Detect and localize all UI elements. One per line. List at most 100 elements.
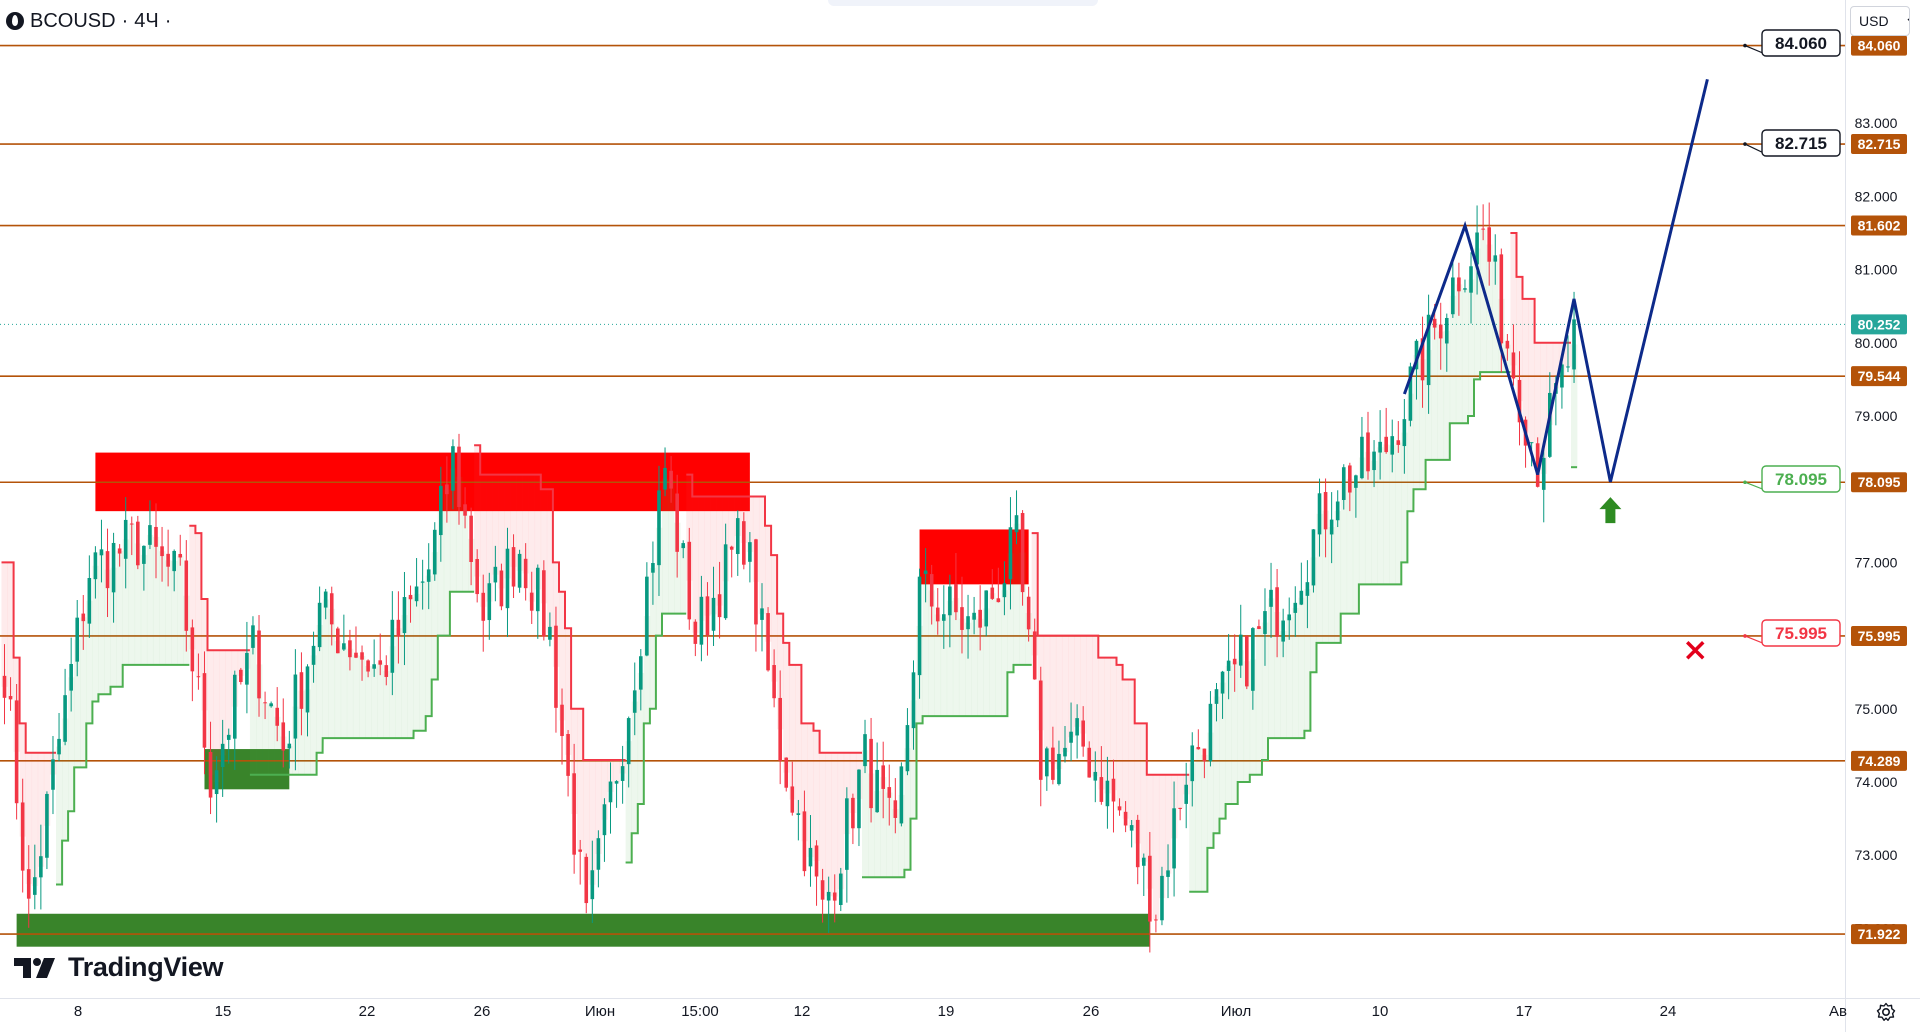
candle[interactable] <box>208 721 213 815</box>
candle[interactable] <box>1511 324 1516 386</box>
candle[interactable] <box>493 545 498 602</box>
tradingview-logo[interactable]: TradingView <box>14 952 224 983</box>
candle[interactable] <box>572 743 576 874</box>
current-price-badge[interactable]: 80.252 <box>1851 314 1907 335</box>
candle[interactable] <box>1275 569 1279 658</box>
candle[interactable] <box>675 474 679 578</box>
candle[interactable] <box>1160 866 1164 926</box>
trailing-stop-line-up[interactable] <box>862 663 1032 879</box>
candle[interactable] <box>893 778 898 834</box>
candle[interactable] <box>1014 490 1019 545</box>
candle[interactable] <box>1117 798 1122 816</box>
demand-zone[interactable] <box>204 749 290 790</box>
candle[interactable] <box>711 566 716 646</box>
candle[interactable] <box>1517 351 1522 446</box>
candle[interactable] <box>148 500 152 550</box>
candle[interactable] <box>1438 302 1443 370</box>
candle[interactable] <box>590 840 595 923</box>
candle[interactable] <box>820 868 825 923</box>
level-price-badge[interactable]: 74.289 <box>1851 750 1907 771</box>
candle[interactable] <box>972 596 976 635</box>
candle[interactable] <box>505 527 510 637</box>
candle[interactable] <box>1148 831 1152 953</box>
candle[interactable] <box>1123 801 1128 833</box>
candle[interactable] <box>1305 560 1310 629</box>
candle[interactable] <box>1481 204 1485 241</box>
candle[interactable] <box>917 568 922 699</box>
candle[interactable] <box>1281 608 1285 658</box>
candle[interactable] <box>390 591 395 696</box>
candle[interactable] <box>1257 619 1261 630</box>
candle[interactable] <box>196 653 201 690</box>
candle[interactable] <box>348 629 352 671</box>
candle[interactable] <box>1463 279 1467 293</box>
candle[interactable] <box>1154 914 1158 933</box>
candle[interactable] <box>257 615 261 717</box>
candle[interactable] <box>602 798 607 862</box>
candle[interactable] <box>129 516 134 556</box>
candle[interactable] <box>105 528 110 618</box>
level-price-badge[interactable]: 81.602 <box>1851 215 1907 236</box>
candle[interactable] <box>1293 586 1298 637</box>
candle[interactable] <box>245 621 249 714</box>
candle[interactable] <box>329 586 334 646</box>
candle[interactable] <box>1475 205 1479 295</box>
candle[interactable] <box>378 633 383 676</box>
candle[interactable] <box>1372 440 1376 488</box>
candle[interactable] <box>996 567 1001 603</box>
candle[interactable] <box>869 717 873 823</box>
candle[interactable] <box>1396 421 1401 453</box>
candle[interactable] <box>342 614 346 652</box>
candle[interactable] <box>523 543 528 601</box>
candle[interactable] <box>814 840 819 906</box>
trailing-stop-line-up[interactable] <box>625 612 687 864</box>
price-callout[interactable]: 78.095 <box>1743 465 1841 493</box>
trailing-stop-line-down[interactable] <box>686 473 862 754</box>
candle[interactable] <box>111 532 116 623</box>
candle[interactable] <box>1105 756 1110 829</box>
candle[interactable] <box>51 736 55 815</box>
candle[interactable] <box>608 762 613 834</box>
candle[interactable] <box>942 585 946 649</box>
trailing-stop-line-down[interactable] <box>189 524 250 652</box>
candle[interactable] <box>1069 702 1073 762</box>
candle[interactable] <box>1057 740 1061 786</box>
candle[interactable] <box>705 582 710 656</box>
candle[interactable] <box>1366 411 1370 480</box>
candle[interactable] <box>911 660 916 750</box>
candle[interactable] <box>75 600 80 677</box>
candle[interactable] <box>754 538 758 652</box>
candle[interactable] <box>142 545 146 591</box>
candle[interactable] <box>439 466 443 562</box>
price-axis-panel[interactable] <box>1845 0 1920 1032</box>
candle[interactable] <box>1287 597 1292 640</box>
candle[interactable] <box>1129 820 1134 848</box>
candle[interactable] <box>1329 492 1334 564</box>
candle[interactable] <box>826 876 831 933</box>
candle[interactable] <box>1354 474 1358 518</box>
candle[interactable] <box>414 558 419 607</box>
level-price-badge[interactable]: 82.715 <box>1851 134 1907 155</box>
candle[interactable] <box>1063 726 1067 763</box>
candle[interactable] <box>578 839 582 885</box>
candle[interactable] <box>766 607 770 672</box>
candle[interactable] <box>1505 334 1510 361</box>
candle[interactable] <box>299 652 304 736</box>
candle[interactable] <box>723 523 728 620</box>
candle[interactable] <box>1032 618 1037 680</box>
candle[interactable] <box>729 545 734 578</box>
candle[interactable] <box>651 541 655 605</box>
candle[interactable] <box>1535 437 1540 488</box>
candle[interactable] <box>251 616 255 655</box>
candle[interactable] <box>469 507 473 586</box>
candle[interactable] <box>693 619 698 657</box>
candle[interactable] <box>117 544 122 567</box>
candle[interactable] <box>81 595 86 650</box>
candle[interactable] <box>978 585 982 651</box>
candle[interactable] <box>742 512 746 570</box>
candle[interactable] <box>2 644 7 725</box>
candle[interactable] <box>360 645 364 681</box>
candle[interactable] <box>923 548 928 603</box>
candle[interactable] <box>966 594 970 659</box>
level-price-badge[interactable]: 79.544 <box>1851 366 1907 387</box>
